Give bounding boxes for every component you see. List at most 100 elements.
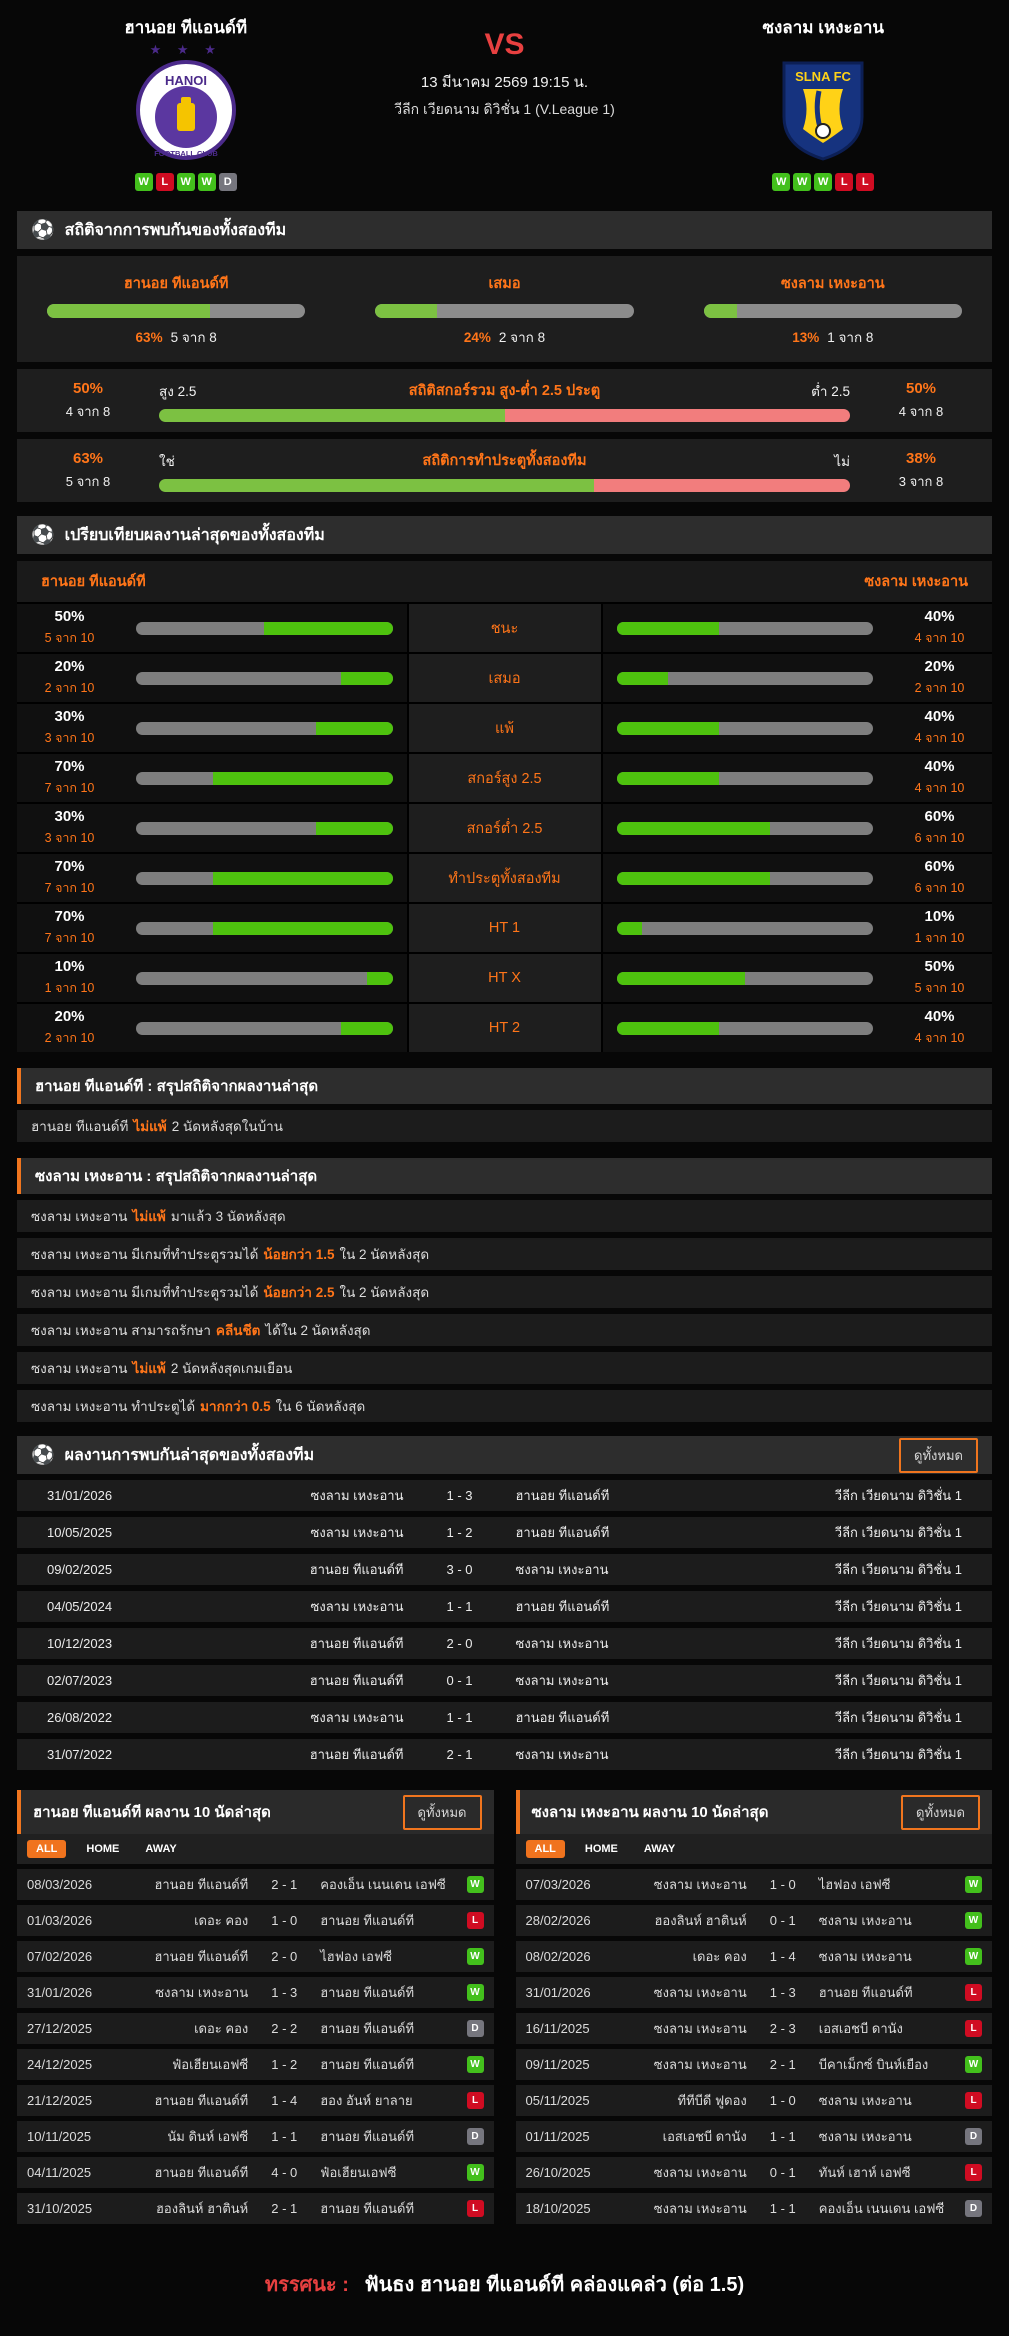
home-team-block: ฮานอย ทีแอนด์ที ★ ★ ★ HANOI FOOTBALL CLU… bbox=[17, 14, 355, 191]
home-team-logo: ★ ★ ★ HANOI FOOTBALL CLUB bbox=[135, 43, 237, 167]
result-cell: D bbox=[456, 2020, 484, 2037]
match-datetime: 13 มีนาคม 2569 19:15 น. bbox=[420, 74, 589, 91]
home-team-name: ฮานอย ทีแอนด์ที bbox=[124, 18, 248, 37]
home-count: 2 จาก 10 bbox=[44, 1031, 95, 1045]
comparison-row: 10% 1 จาก 10 HT X 50% 5 จาก 10 bbox=[17, 952, 992, 1002]
away-bar bbox=[603, 721, 888, 735]
recent-home-header: ฮานอย ทีแอนด์ที ผลงาน 10 นัดล่าสุด ดูทั้… bbox=[17, 1790, 494, 1834]
comparison-away-values: 10% 1 จาก 10 bbox=[887, 908, 992, 948]
view-all-h2h-button[interactable]: ดูทั้งหมด bbox=[899, 1437, 978, 1473]
home-bar-track bbox=[136, 721, 393, 735]
comparison-home-values: 30% 3 จาก 10 bbox=[17, 808, 122, 848]
home-team: ฮานอย ทีแอนด์ที bbox=[309, 1673, 404, 1688]
tab-away[interactable]: AWAY bbox=[145, 1843, 177, 1855]
away-team: ฮานอย ทีแอนด์ที bbox=[320, 2057, 415, 2072]
stat-pct: 13% bbox=[792, 330, 820, 345]
away-bar-fill bbox=[616, 971, 745, 985]
comparison-home-values: 70% 7 จาก 10 bbox=[17, 858, 122, 898]
comparison-away-values: 50% 5 จาก 10 bbox=[887, 958, 992, 998]
home-pct: 70% bbox=[54, 908, 85, 925]
summary-text: ซงลาม เหงะอาน bbox=[31, 1361, 128, 1376]
duo-middle: สูง 2.5 สถิติสกอร์รวม สูง-ต่ำ 2.5 ประตู ต่… bbox=[131, 379, 878, 422]
match-info: VS 13 มีนาคม 2569 19:15 น. วีลีก เวียดนา… bbox=[355, 14, 655, 121]
duo-bar-green bbox=[159, 479, 595, 492]
tab-home[interactable]: HOME bbox=[86, 1843, 120, 1855]
result-badge: L bbox=[965, 1984, 982, 2001]
tab-all[interactable]: ALL bbox=[27, 1840, 67, 1858]
comparison-row: 70% 7 จาก 10 ทำประตูทั้งสองทีม 60% 6 จาก 10 bbox=[17, 852, 992, 902]
duo-left-values: 50% 4 จาก 8 bbox=[45, 380, 131, 422]
recent-match-row: 09/11/2025 ซงลาม เหงะอาน 2 - 1 บีคาเม็กซ์ บ… bbox=[515, 2049, 992, 2080]
home-team: ซงลาม เหงะอาน bbox=[310, 1525, 404, 1540]
result-cell: W bbox=[954, 1876, 982, 1893]
comparison-label: HT 2 bbox=[406, 1004, 603, 1052]
h2h-results-header: ⚽ ผลงานการพบกันล่าสุดของทั้งสองทีม ดูทั้… bbox=[17, 1436, 992, 1474]
comparison-label: ทำประตูทั้งสองทีม bbox=[406, 854, 603, 902]
away-count: 6 จาก 10 bbox=[914, 881, 965, 895]
home-bar-track bbox=[136, 821, 393, 835]
stat-bar bbox=[47, 304, 306, 318]
home-pct: 30% bbox=[54, 708, 85, 725]
view-all-recent-home-button[interactable]: ดูทั้งหมด bbox=[402, 1794, 482, 1830]
comparison-home-name: ฮานอย ทีแอนด์ที bbox=[41, 574, 146, 590]
match-score: 1 - 3 bbox=[769, 1985, 796, 2000]
home-team: ฮองลินห์ ฮาตินห์ bbox=[155, 2201, 249, 2216]
away-pct: 50% bbox=[924, 958, 955, 975]
recent-match-row: 04/11/2025 ฮานอย ทีแอนด์ที 4 - 0 ฟ๋อเฮียนเอ… bbox=[17, 2157, 494, 2188]
match-date: 10/12/2023 bbox=[47, 1636, 113, 1651]
duo-label-left: ใช่ bbox=[159, 453, 175, 469]
form-badge: W bbox=[176, 173, 195, 191]
tab-home[interactable]: HOME bbox=[584, 1843, 618, 1855]
comparison-label: แพ้ bbox=[406, 704, 603, 752]
away-team: ซงลาม เหงะอาน bbox=[515, 1747, 609, 1762]
match-date: 08/03/2026 bbox=[27, 1877, 93, 1892]
tab-away[interactable]: AWAY bbox=[643, 1843, 676, 1855]
stat-pct: 24% bbox=[463, 330, 491, 345]
summary-text: ซงลาม เหงะอาน มีเกมที่ทำประตูรวมได้ bbox=[31, 1285, 259, 1300]
duo-bar-red bbox=[504, 409, 850, 422]
tab-all[interactable]: ALL bbox=[525, 1840, 565, 1858]
summary-text: ซงลาม เหงะอาน สามารถรักษา bbox=[31, 1323, 211, 1338]
recent-match-row: 24/12/2025 ฟ๋อเฮียนเอฟซี 1 - 2 ฮานอย ทีแอนด… bbox=[17, 2049, 494, 2080]
summary-highlight: มากกว่า 0.5 bbox=[200, 1399, 271, 1414]
away-bar-fill bbox=[616, 871, 771, 885]
home-summary-rows: ฮานอย ทีแอนด์ที ไม่แพ้ 2 นัดหลังสุดในบ้าน bbox=[17, 1110, 992, 1142]
away-count: 4 จาก 10 bbox=[914, 1031, 965, 1045]
stat-values: 63% 5 จาก 8 bbox=[47, 326, 305, 348]
away-team: บีคาเม็กซ์ บินห์เยือง bbox=[818, 2057, 929, 2072]
match-score: 1 - 4 bbox=[271, 2093, 298, 2108]
summary-text: ใน 2 นัดหลังสุด bbox=[339, 1247, 430, 1262]
home-bar bbox=[122, 771, 407, 785]
match-score: 2 - 0 bbox=[271, 1949, 298, 1964]
hanoi-crest-icon: HANOI FOOTBALL CLUB bbox=[135, 60, 236, 160]
result-badge: L bbox=[965, 2020, 982, 2037]
away-bar bbox=[603, 971, 888, 985]
comparison-label: สกอร์ต่ำ 2.5 bbox=[406, 804, 603, 852]
away-team: ฮานอย ทีแอนด์ที bbox=[515, 1488, 610, 1503]
away-team: ฟ๋อเฮียนเอฟซี bbox=[320, 2165, 397, 2180]
view-all-recent-away-button[interactable]: ดูทั้งหมด bbox=[901, 1794, 980, 1830]
match-header: ฮานอย ทีแอนด์ที ★ ★ ★ HANOI FOOTBALL CLU… bbox=[17, 0, 992, 197]
stat-pct: 63% bbox=[135, 330, 163, 345]
home-pct: 70% bbox=[54, 758, 85, 775]
duo-bar bbox=[159, 479, 850, 492]
result-cell: L bbox=[954, 2020, 982, 2037]
summary-text: มาแล้ว 3 นัดหลังสุด bbox=[170, 1209, 286, 1224]
home-summary-header: ฮานอย ทีแอนด์ที : สรุปสถิติจากผลงานล่าสุ… bbox=[17, 1068, 992, 1104]
result-cell: L bbox=[954, 2092, 982, 2109]
home-team: ฮานอย ทีแอนด์ที bbox=[154, 1877, 249, 1892]
result-badge: W bbox=[965, 1912, 982, 1929]
match-date: 07/02/2026 bbox=[27, 1949, 93, 1964]
h2h-stats-header: ⚽ สถิติจากการพบกันของทั้งสองทีม bbox=[17, 211, 992, 249]
match-score: 2 - 3 bbox=[769, 2021, 796, 2036]
home-bar-fill bbox=[366, 971, 393, 985]
recent-away-header: ซงลาม เหงะอาน ผลงาน 10 นัดล่าสุด ดูทั้งห… bbox=[515, 1790, 992, 1834]
home-bar-track bbox=[136, 771, 393, 785]
form-badge: D bbox=[218, 173, 237, 191]
summary-highlight: ไม่แพ้ bbox=[132, 1361, 166, 1376]
duo-right-count: 3 จาก 8 bbox=[898, 473, 944, 489]
summary-row: ซงลาม เหงะอาน ทำประตูได้ มากกว่า 0.5 ใน 6 … bbox=[17, 1390, 992, 1422]
comparison-label: HT 1 bbox=[406, 904, 603, 952]
